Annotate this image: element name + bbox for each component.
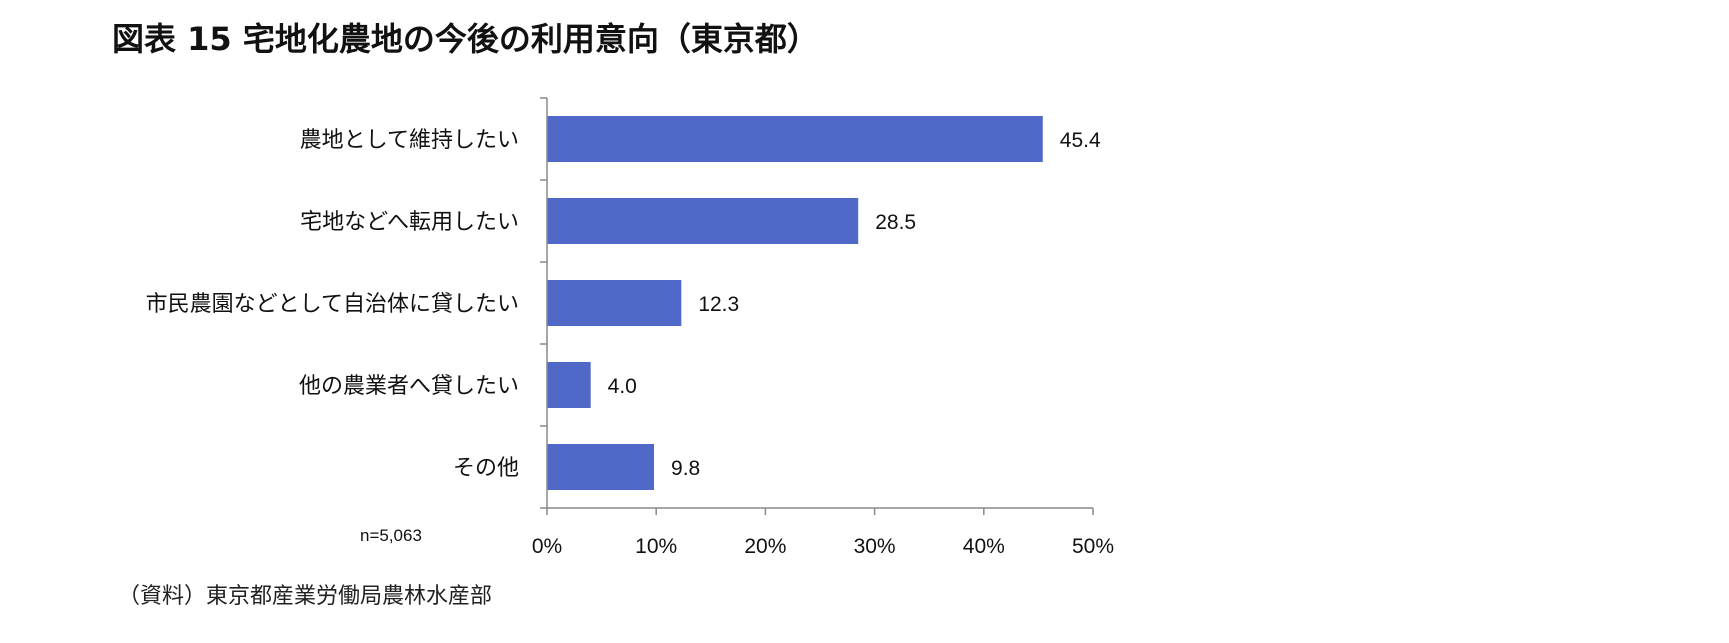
bar-2	[547, 198, 859, 244]
value-label-1: 45.4	[1060, 129, 1101, 152]
category-label-4: 他の農業者へ貸したい	[299, 374, 519, 399]
value-label-4: 4.0	[608, 375, 637, 398]
bar-4	[547, 362, 591, 408]
x-tick-label-4: 40%	[963, 535, 1005, 558]
axis-layer	[540, 97, 1094, 515]
value-label-5: 9.8	[671, 457, 700, 480]
bar-1	[547, 116, 1043, 162]
category-label-1: 農地として維持したい	[300, 128, 519, 153]
value-label-3: 12.3	[698, 293, 739, 316]
x-tick-label-1: 10%	[635, 535, 677, 558]
bar-3	[547, 280, 682, 326]
figure-title: 図表 15 宅地化農地の今後の利用意向（東京都）	[112, 20, 819, 58]
x-tick-label-3: 30%	[854, 535, 896, 558]
labels-layer: 45.4 農地として維持したい 28.5 宅地などへ転用したい 12.3 市民農園などとし…	[146, 128, 1114, 558]
x-tick-label-5: 50%	[1072, 535, 1114, 558]
category-label-2: 宅地などへ転用したい	[300, 210, 519, 235]
bar-5	[547, 444, 655, 490]
x-tick-label-2: 20%	[744, 535, 786, 558]
source-note: （資料）東京都産業労働局農林水産部	[118, 584, 493, 609]
x-tick-label-0: 0%	[532, 535, 562, 558]
sample-size-label: n=5,063	[360, 526, 422, 545]
category-label-5: その他	[453, 456, 519, 481]
category-label-3: 市民農園などとして自治体に貸したい	[146, 292, 519, 317]
value-label-2: 28.5	[875, 211, 916, 234]
bars-layer	[547, 116, 1043, 490]
